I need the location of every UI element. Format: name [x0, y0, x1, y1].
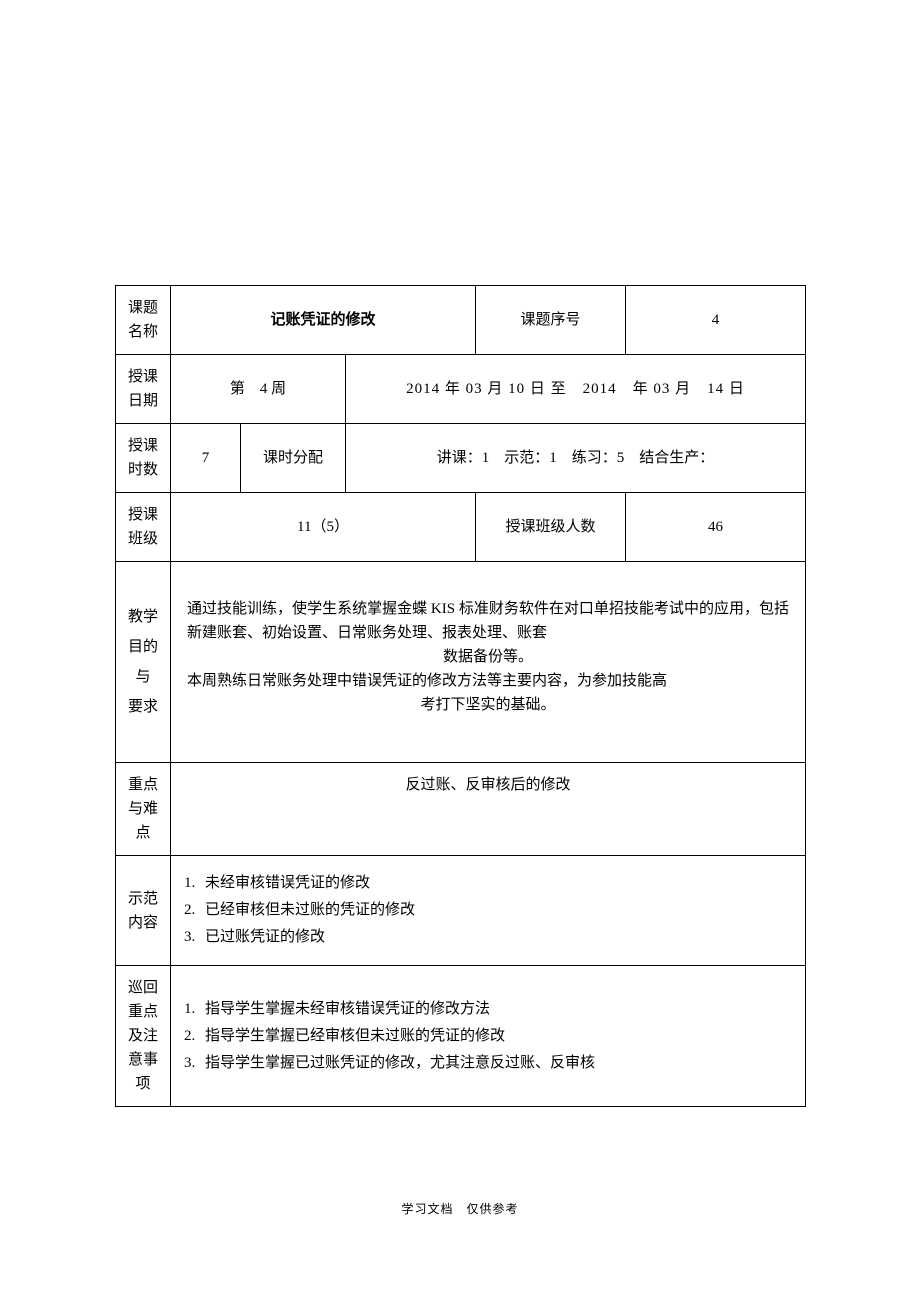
label-class-count: 授课班级人数: [476, 493, 626, 562]
label-keypoints: 重点与难点: [116, 763, 171, 856]
topic-seq-value: 4: [626, 286, 806, 355]
alloc-value: 讲课：1 示范：1 练习：5 结合生产：: [346, 424, 806, 493]
list-item: 未经审核错误凭证的修改: [199, 870, 797, 897]
list-item: 指导学生掌握未经审核错误凭证的修改方法: [199, 996, 797, 1023]
list-item: 已经审核但未过账的凭证的修改: [199, 897, 797, 924]
week-value: 第 4 周: [171, 355, 346, 424]
patrol-list: 指导学生掌握未经审核错误凭证的修改方法 指导学生掌握已经审核但未过账的凭证的修改…: [179, 996, 797, 1077]
label-alloc: 课时分配: [241, 424, 346, 493]
hours-value: 7: [171, 424, 241, 493]
label-class: 授课班级: [116, 493, 171, 562]
purpose-text-2: 数据备份等。: [187, 645, 789, 669]
patrol-cell: 指导学生掌握未经审核错误凭证的修改方法 指导学生掌握已经审核但未过账的凭证的修改…: [171, 966, 806, 1107]
label-purpose: 教学目的与 要求: [116, 562, 171, 763]
list-item: 已过账凭证的修改: [199, 924, 797, 951]
label-topic-seq: 课题序号: [476, 286, 626, 355]
demo-cell: 未经审核错误凭证的修改 已经审核但未过账的凭证的修改 已过账凭证的修改: [171, 856, 806, 966]
purpose-cell: 通过技能训练，使学生系统掌握金蝶 KIS 标准财务软件在对口单招技能考试中的应用…: [171, 562, 806, 763]
page-footer: 学习文档 仅供参考: [0, 1200, 920, 1217]
demo-list: 未经审核错误凭证的修改 已经审核但未过账的凭证的修改 已过账凭证的修改: [179, 870, 797, 951]
label-hours: 授课时数: [116, 424, 171, 493]
date-range: 2014 年 03 月 10 日 至 2014 年 03 月 14 日: [346, 355, 806, 424]
list-item: 指导学生掌握已过账凭证的修改，尤其注意反过账、反审核: [199, 1050, 797, 1077]
purpose-text-1: 通过技能训练，使学生系统掌握金蝶 KIS 标准财务软件在对口单招技能考试中的应用…: [187, 597, 789, 645]
label-teach-date: 授课日期: [116, 355, 171, 424]
label-demo: 示范内容: [116, 856, 171, 966]
lesson-plan-table: 课题名称 记账凭证的修改 课题序号 4 授课日期 第 4 周 2014 年 03…: [115, 285, 806, 1107]
purpose-text-4: 考打下坚实的基础。: [187, 693, 789, 717]
class-value: 11（5）: [171, 493, 476, 562]
keypoints-value: 反过账、反审核后的修改: [171, 763, 806, 856]
list-item: 指导学生掌握已经审核但未过账的凭证的修改: [199, 1023, 797, 1050]
purpose-text-3: 本周熟练日常账务处理中错误凭证的修改方法等主要内容，为参加技能高: [187, 669, 789, 693]
topic-title: 记账凭证的修改: [171, 286, 476, 355]
label-patrol: 巡回重点及注意事项: [116, 966, 171, 1107]
label-topic-name: 课题名称: [116, 286, 171, 355]
class-count-value: 46: [626, 493, 806, 562]
